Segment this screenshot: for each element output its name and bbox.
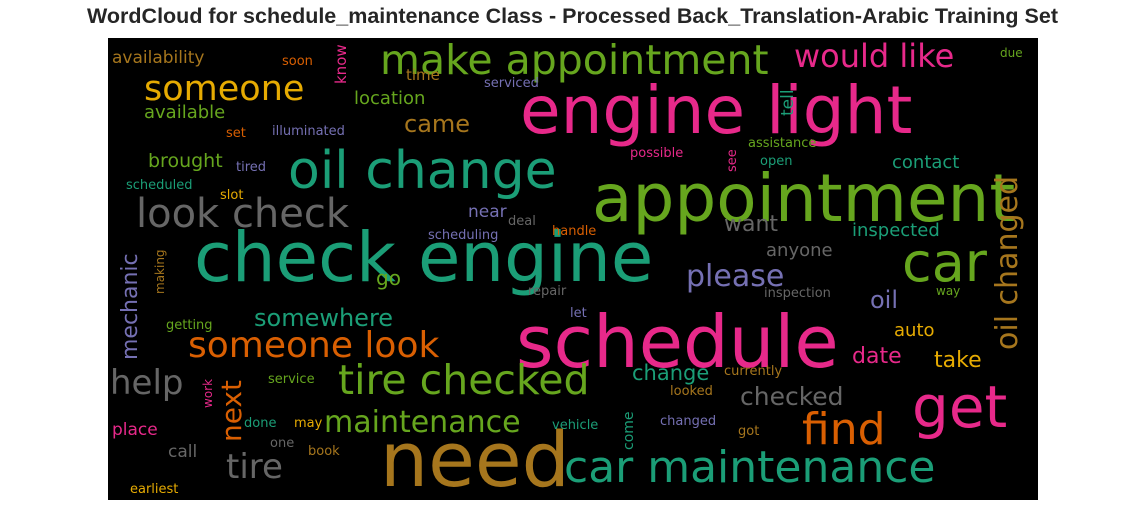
word-take: take [934, 348, 982, 373]
word-inspection: inspection [764, 286, 831, 301]
word-tire-checked: tire checked [338, 356, 590, 404]
word-schedule: schedule [516, 300, 839, 384]
word-tell: tell [778, 89, 798, 116]
word-someone: someone [144, 69, 305, 109]
word-inspected: inspected [852, 220, 940, 241]
word-see: see [725, 149, 740, 172]
word-got: got [738, 424, 760, 439]
word-set: set [226, 126, 246, 141]
word-call: call [168, 442, 198, 462]
word-anyone: anyone [766, 240, 833, 261]
word-service: service [268, 372, 315, 387]
word-maintenance: maintenance [324, 405, 521, 440]
word-contact: contact [892, 152, 960, 173]
word-possible: possible [630, 146, 684, 161]
chart-title: WordCloud for schedule_maintenance Class… [87, 4, 1058, 28]
word-soon: soon [282, 54, 313, 69]
word-near: near [468, 202, 507, 222]
wordcloud-canvas: engine light appointment check engine sc… [108, 38, 1038, 500]
word-would-like: would like [794, 38, 955, 75]
word-vehicle: vehicle [552, 418, 599, 433]
word-car-maintenance: car maintenance [564, 442, 936, 493]
word-location: location [354, 88, 426, 109]
word-changed: changed [660, 414, 717, 429]
word-engine-light: engine light [520, 72, 913, 149]
word-scheduled: scheduled [126, 178, 193, 193]
word-book: book [308, 444, 340, 459]
word-handle: handle [552, 224, 597, 239]
word-come: come [621, 411, 637, 450]
word-tired: tired [236, 160, 267, 175]
word-let: let [570, 306, 587, 321]
word-car: car [902, 231, 987, 294]
word-serviced: serviced [484, 76, 539, 91]
word-someone-look: someone look [188, 325, 440, 366]
word-somewhere: somewhere [254, 304, 394, 332]
word-mechanic: mechanic [118, 253, 143, 360]
word-work: work [201, 378, 215, 408]
word-getting: getting [166, 318, 213, 333]
word-oil-changed: oil changed [990, 175, 1025, 350]
word-auto: auto [894, 320, 935, 341]
word-go: go [376, 266, 401, 290]
word-find: find [802, 404, 886, 455]
word-tire: tire [226, 447, 283, 487]
word-oil: oil [870, 286, 899, 314]
word-check-engine: check engine [194, 218, 654, 298]
word-next: next [215, 379, 248, 442]
word-one: one [270, 436, 295, 451]
word-available: available [144, 102, 226, 123]
word-help: help [110, 363, 184, 403]
word-time: time [406, 66, 440, 84]
word-open: open [760, 154, 793, 169]
word-illuminated: illuminated [272, 124, 345, 139]
word-make-appointment: make appointment [380, 38, 769, 84]
word-deal: deal [508, 214, 536, 229]
word-look-check: look check [136, 191, 350, 237]
word-looked: looked [670, 384, 713, 399]
word-know: know [332, 44, 350, 84]
word-done: done [244, 416, 277, 431]
word-want: want [724, 212, 779, 237]
word-came: came [404, 110, 471, 138]
word-making: making [153, 249, 167, 294]
word-currently: currently [724, 364, 783, 379]
word-brought: brought [148, 150, 223, 172]
word-slot: slot [220, 188, 244, 203]
word-availability: availability [112, 48, 205, 68]
word-get: get [912, 373, 1008, 441]
word-earliest: earliest [130, 482, 179, 497]
word-change: change [632, 361, 710, 385]
word-need: need [380, 415, 570, 500]
word-please: please [686, 259, 785, 294]
word-repair: repair [528, 284, 567, 299]
word-place: place [112, 420, 158, 440]
word-may: may [294, 416, 323, 431]
word-due: due [1000, 46, 1023, 60]
word-date: date [852, 344, 902, 369]
word-way: way [936, 284, 961, 298]
word-checked: checked [740, 382, 844, 411]
word-assistance: assistance [748, 136, 817, 151]
word-oil-change: oil change [288, 141, 557, 201]
word-scheduling: scheduling [428, 228, 499, 243]
word-appointment: appointment [592, 160, 1016, 237]
